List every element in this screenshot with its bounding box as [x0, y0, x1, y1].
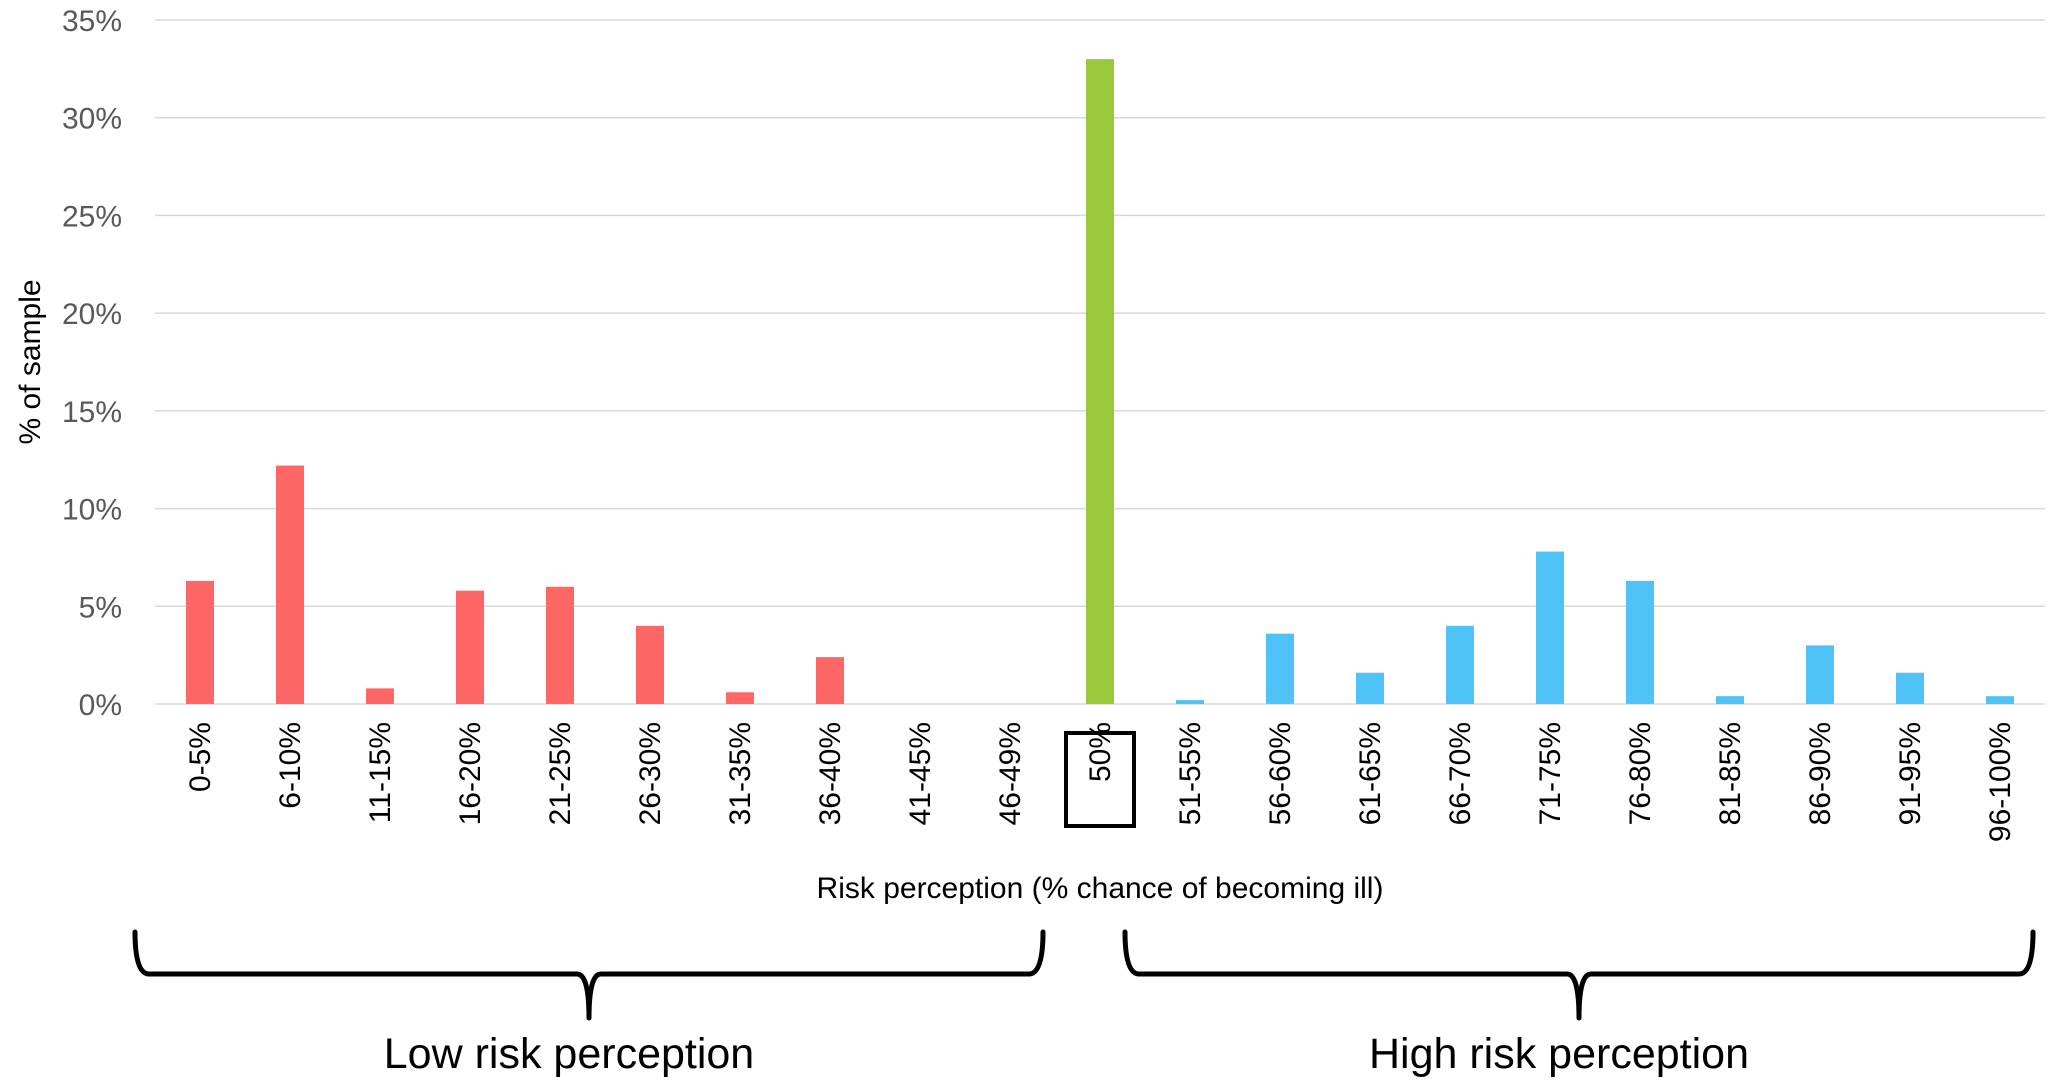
bar-71-75%	[1536, 551, 1564, 704]
y-tick-label: 15%	[62, 396, 122, 429]
x-tick-label: 71-75%	[1534, 722, 1567, 825]
x-tick-label: 0-5%	[184, 722, 217, 792]
y-tick-label: 35%	[62, 5, 122, 38]
x-tick-label: 56-60%	[1264, 722, 1297, 825]
x-tick-label: 81-85%	[1714, 722, 1747, 825]
x-tick-label: 96-100%	[1984, 722, 2017, 842]
bar-31-35%	[726, 692, 754, 704]
bar-81-85%	[1716, 696, 1744, 704]
y-axis-title: % of sample	[14, 279, 47, 444]
bar-21-25%	[546, 586, 574, 704]
x-tick-label: 41-45%	[904, 722, 937, 825]
bar-66-70%	[1446, 625, 1474, 704]
group-braces: Low risk perception High risk perception	[132, 929, 2036, 1078]
x-tick-label: 76-80%	[1624, 722, 1657, 825]
x-tick-label: 11-15%	[364, 722, 397, 823]
x-tick-label: 26-30%	[634, 722, 667, 825]
y-tick-label: 30%	[62, 103, 122, 136]
bars	[186, 59, 2014, 705]
group-label: High risk perception	[1369, 1030, 1749, 1078]
group-label: Low risk perception	[384, 1030, 754, 1078]
bar-36-40%	[816, 657, 844, 704]
bar-91-95%	[1896, 672, 1924, 704]
y-tick-label: 10%	[62, 494, 122, 527]
bar-96-100%	[1986, 696, 2014, 704]
bar-61-65%	[1356, 672, 1384, 704]
x-tick-label: 61-65%	[1354, 722, 1387, 825]
bar-50%	[1086, 59, 1114, 705]
y-axis-ticks: 0% 5% 10% 15% 20% 25% 30% 35%	[62, 5, 122, 722]
x-tick-label: 51-55%	[1174, 722, 1207, 825]
bar-16-20%	[456, 590, 484, 704]
bar-11-15%	[366, 688, 394, 704]
x-tick-label: 21-25%	[544, 722, 577, 825]
y-tick-label: 25%	[62, 200, 122, 233]
bar-6-10%	[276, 465, 304, 704]
bar-56-60%	[1266, 633, 1294, 704]
y-tick-label: 20%	[62, 298, 122, 331]
x-tick-label: 6-10%	[274, 722, 307, 809]
y-tick-label: 5%	[79, 591, 122, 624]
group-brace	[1122, 929, 2036, 1021]
bar-26-30%	[636, 625, 664, 704]
x-tick-label: 91-95%	[1894, 722, 1927, 825]
highlight-box	[1064, 731, 1136, 828]
bar-51-55%	[1176, 700, 1204, 704]
x-axis-ticks: 0-5% 6-10% 11-15% 16-20% 21-25% 26-30% 31-35% 3…	[184, 722, 2017, 842]
x-tick-label: 86-90%	[1804, 722, 1837, 825]
x-tick-label: 66-70%	[1444, 722, 1477, 825]
x-tick-label: 46-49%	[994, 722, 1027, 825]
bar-86-90%	[1806, 645, 1834, 704]
group-brace	[132, 929, 1046, 1021]
x-tick-label: 31-35%	[724, 722, 757, 825]
x-tick-label: 36-40%	[814, 722, 847, 825]
x-tick-label: 16-20%	[454, 722, 487, 825]
bar-76-80%	[1626, 580, 1654, 704]
y-tick-label: 0%	[79, 689, 122, 722]
x-axis-title: Risk perception (% chance of becoming il…	[817, 872, 1384, 905]
bar-0-5%	[186, 580, 214, 704]
